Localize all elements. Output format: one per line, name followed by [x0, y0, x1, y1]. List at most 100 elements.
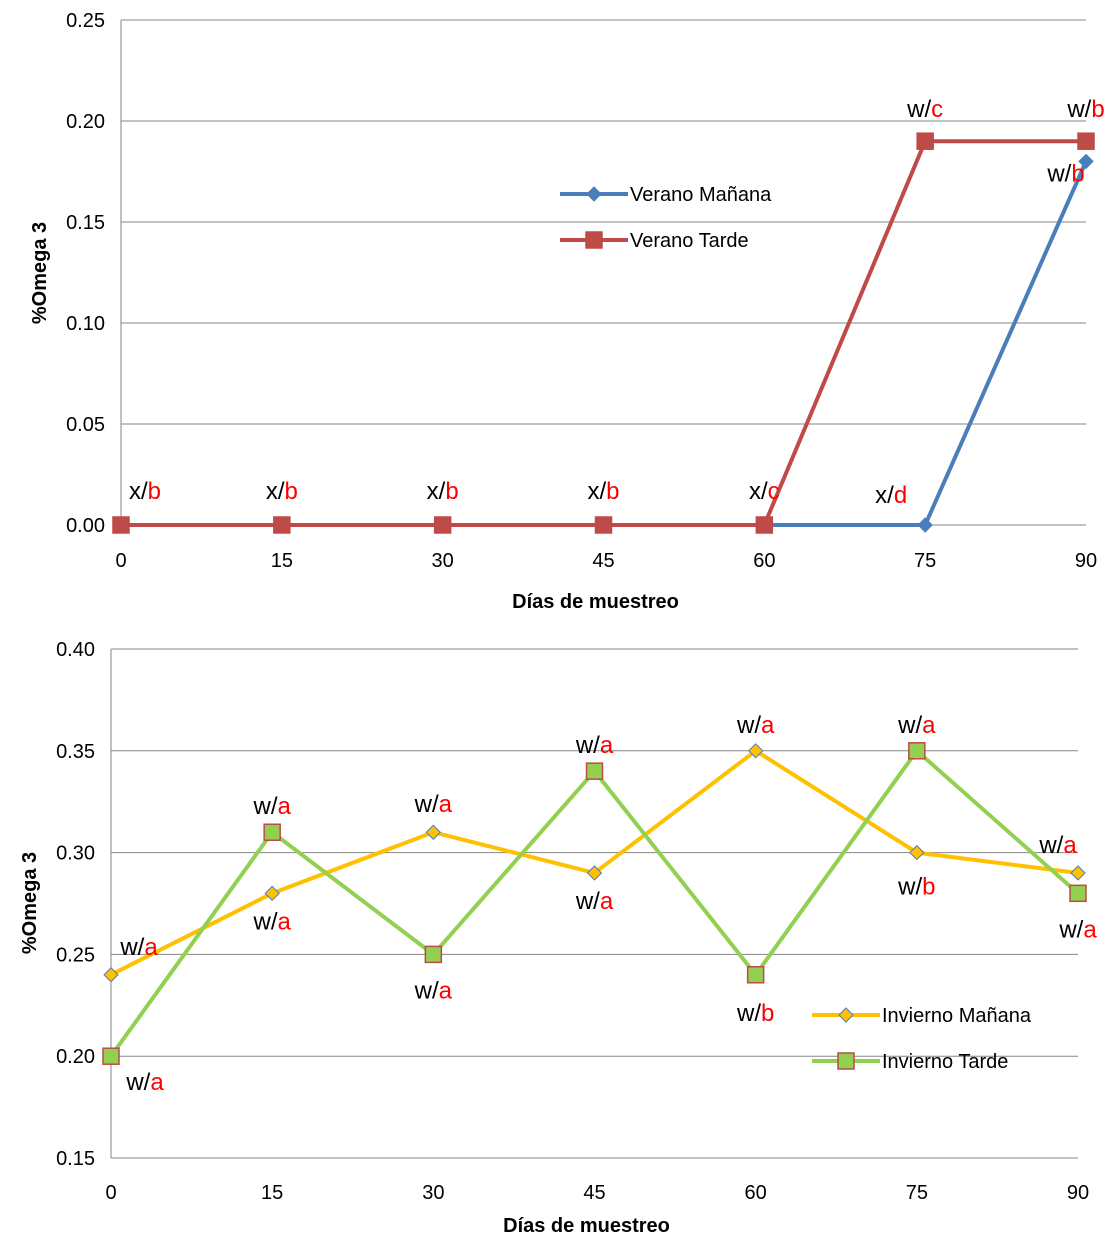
- x-tick-label: 60: [745, 1182, 767, 1204]
- x-tick-label: 75: [906, 1182, 928, 1204]
- y-tick-label: 0.40: [56, 639, 95, 661]
- data-label-prefix: w/: [736, 712, 761, 739]
- y-tick-label: 0.10: [66, 313, 105, 335]
- legend-marker-1: [838, 1007, 854, 1023]
- y-tick-label: 0.20: [66, 111, 105, 133]
- data-label-letter: b: [922, 874, 935, 901]
- data-point-s1-3: [586, 865, 603, 881]
- data-label-letter: c: [931, 96, 943, 123]
- data-label-letter: a: [277, 908, 291, 935]
- y-tick-label: 0.30: [56, 843, 95, 865]
- legend-marker-2: [837, 1052, 855, 1070]
- data-point-s2-4: [755, 516, 774, 534]
- data-label-prefix: w/: [1038, 832, 1063, 859]
- data-label: w/a: [575, 732, 614, 759]
- data-label: w/b: [1046, 160, 1084, 187]
- data-label: w/a: [414, 977, 453, 1004]
- chart-panel-2: 0.15 0.20 0.25 0.30 0.35 0.40 0 15 30 45 60 75 90 Día…: [19, 639, 1097, 1237]
- data-label: x/b: [587, 478, 619, 505]
- data-label-letter: d: [894, 482, 907, 509]
- data-label-prefix: w/: [897, 712, 922, 739]
- data-label-letter: a: [277, 793, 291, 820]
- data-label: x/b: [266, 478, 298, 505]
- data-label-prefix: w/: [1066, 96, 1091, 123]
- data-label-letter: a: [144, 934, 158, 961]
- data-point-s2-2: [433, 516, 452, 534]
- data-point-s2-6: [1077, 132, 1095, 150]
- data-label-letter: a: [439, 791, 453, 818]
- data-label-letter: c: [768, 478, 780, 505]
- data-label: w/b: [736, 1000, 774, 1027]
- legend-label-2: Invierno Tarde: [882, 1051, 1008, 1073]
- data-label-prefix: w/: [736, 1000, 761, 1027]
- data-label: w/a: [119, 934, 158, 961]
- x-tick-label: 90: [1075, 550, 1097, 572]
- series-line-1: [110, 748, 1079, 977]
- legend-label-1: Verano Mañana: [630, 184, 772, 206]
- data-label-letter: a: [439, 977, 453, 1004]
- chart-panel-1: 0.00 0.05 0.10 0.15 0.20 0.25 0 15 30 45 60 75 90 Día…: [29, 10, 1105, 613]
- data-label-letter: b: [148, 478, 161, 505]
- data-point-s1-0: [103, 967, 119, 983]
- data-label-letter: a: [150, 1069, 164, 1096]
- x-tick-label: 90: [1067, 1182, 1089, 1204]
- y-axis-title: %Omega 3: [29, 222, 51, 324]
- data-label: x/d: [875, 482, 907, 509]
- data-label-prefix: w/: [119, 934, 144, 961]
- data-label-prefix: w/: [1058, 916, 1083, 943]
- data-label-prefix: w/: [575, 888, 600, 915]
- data-label: w/a: [414, 791, 453, 818]
- legend-marker-2: [585, 231, 603, 249]
- data-label-letter: a: [761, 712, 775, 739]
- data-label-letter: b: [1071, 160, 1084, 187]
- data-point-s2-1: [263, 823, 281, 841]
- x-tick-label: 60: [753, 550, 775, 572]
- data-label-prefix: x/: [266, 478, 285, 505]
- data-label: x/b: [129, 478, 161, 505]
- data-label-prefix: x/: [587, 478, 606, 505]
- data-point-s1-6: [1070, 865, 1086, 881]
- data-label-letter: b: [606, 478, 619, 505]
- data-label: w/a: [252, 908, 291, 935]
- series-line-2: [121, 139, 1086, 527]
- data-label-prefix: w/: [906, 96, 931, 123]
- y-tick-label: 0.15: [66, 212, 105, 234]
- y-tick-label: 0.35: [56, 741, 95, 763]
- data-label-letter: a: [600, 888, 614, 915]
- y-axis-title: %Omega 3: [19, 852, 41, 954]
- data-label-prefix: w/: [414, 791, 439, 818]
- x-tick-label: 15: [271, 550, 293, 572]
- data-label: w/a: [736, 712, 775, 739]
- data-point-s2-5: [908, 742, 926, 760]
- data-label-prefix: w/: [575, 732, 600, 759]
- data-point-s2-2: [424, 945, 443, 964]
- x-axis-title: Días de muestreo: [512, 591, 679, 613]
- data-label: w/b: [1066, 96, 1104, 123]
- x-tick-label: 45: [592, 550, 614, 572]
- data-label-letter: a: [922, 712, 936, 739]
- x-tick-label: 0: [105, 1182, 116, 1204]
- data-point-s2-5: [916, 132, 934, 150]
- data-label: w/a: [575, 888, 614, 915]
- data-point-s1-5: [917, 517, 933, 533]
- y-tick-label: 0.25: [66, 10, 105, 32]
- y-tick-label: 0.25: [56, 944, 95, 966]
- data-label-letter: b: [284, 478, 297, 505]
- x-tick-label: 0: [115, 550, 126, 572]
- y-tick-label: 0.20: [56, 1046, 95, 1068]
- data-label: w/a: [1058, 916, 1097, 943]
- data-label: w/a: [897, 712, 936, 739]
- data-point-s2-3: [594, 516, 613, 534]
- x-tick-label: 30: [432, 550, 454, 572]
- legend-label-1: Invierno Mañana: [882, 1005, 1032, 1027]
- data-point-s1-1: [264, 885, 280, 902]
- data-label-prefix: w/: [414, 977, 439, 1004]
- data-point-s1-4: [747, 743, 764, 759]
- data-point-s1-5: [909, 844, 925, 861]
- x-tick-label: 75: [914, 550, 936, 572]
- data-label: w/a: [1038, 832, 1077, 859]
- data-label-prefix: x/: [749, 478, 768, 505]
- data-label: w/a: [252, 793, 291, 820]
- data-label: w/a: [125, 1069, 164, 1096]
